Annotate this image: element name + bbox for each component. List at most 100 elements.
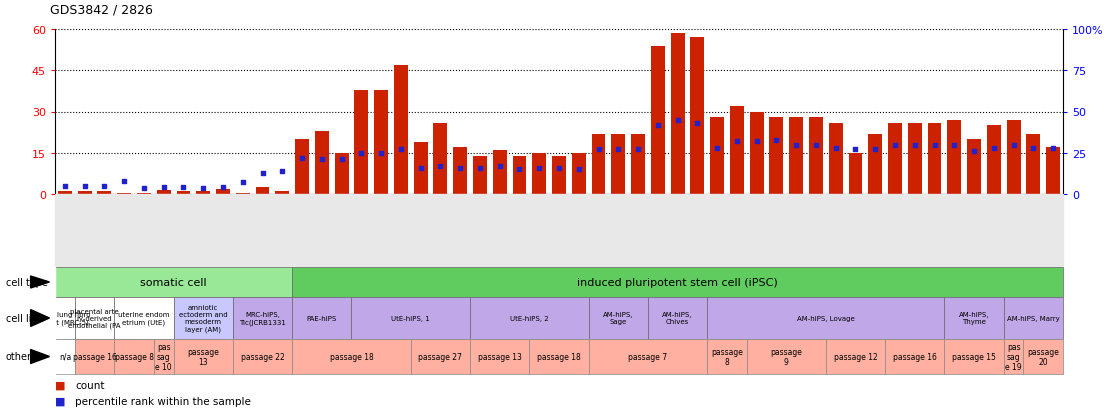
Text: cell type: cell type	[6, 277, 48, 287]
Text: pas
sag
e 19: pas sag e 19	[1005, 342, 1022, 372]
Text: percentile rank within the sample: percentile rank within the sample	[75, 396, 250, 406]
Bar	[1026, 134, 1040, 195]
Text: passage 27: passage 27	[419, 352, 462, 361]
Point	[985, 145, 1003, 152]
Point	[728, 138, 746, 145]
Point	[669, 117, 687, 124]
Bar	[612, 134, 625, 195]
Point	[471, 165, 489, 171]
Point	[847, 147, 864, 153]
Bar	[453, 148, 468, 195]
Point	[551, 165, 568, 171]
Point	[294, 155, 311, 161]
Bar	[196, 191, 211, 195]
Bar	[947, 121, 962, 195]
Text: induced pluripotent stem cell (iPSC): induced pluripotent stem cell (iPSC)	[577, 277, 778, 287]
Point	[274, 168, 291, 175]
Text: passage 18: passage 18	[537, 352, 581, 361]
Bar	[532, 153, 546, 195]
Point	[589, 147, 607, 153]
Point	[332, 157, 350, 163]
Point	[412, 165, 430, 171]
Bar	[276, 192, 289, 195]
Text: passage 22: passage 22	[240, 352, 285, 361]
Point	[748, 138, 766, 145]
Text: n/a: n/a	[59, 352, 71, 361]
Bar	[355, 90, 368, 195]
Point	[194, 185, 212, 192]
Bar	[58, 192, 72, 195]
Point	[708, 145, 726, 152]
Bar	[1007, 121, 1020, 195]
Text: AM-hiPS, Lovage: AM-hiPS, Lovage	[797, 315, 854, 321]
Text: amniotic
ectoderm and
mesoderm
layer (AM): amniotic ectoderm and mesoderm layer (AM…	[178, 304, 227, 332]
Point	[431, 163, 449, 170]
Point	[312, 157, 330, 163]
Text: passage 18: passage 18	[329, 352, 373, 361]
Point	[866, 147, 884, 153]
Bar	[907, 123, 922, 195]
Point	[234, 179, 252, 185]
Text: AM-hiPS,
Chives: AM-hiPS, Chives	[663, 312, 692, 325]
Point	[1025, 145, 1043, 152]
Text: UtE-hiPS, 2: UtE-hiPS, 2	[510, 315, 548, 321]
Text: MRC-hiPS,
Tic(JCRB1331: MRC-hiPS, Tic(JCRB1331	[239, 311, 286, 325]
Bar	[670, 34, 685, 195]
Bar	[690, 38, 705, 195]
Bar	[295, 140, 309, 195]
Bar	[889, 123, 902, 195]
Text: passage 16: passage 16	[893, 352, 936, 361]
Text: UtE-hiPS, 1: UtE-hiPS, 1	[391, 315, 430, 321]
Bar	[572, 153, 586, 195]
Bar	[375, 90, 388, 195]
Bar	[552, 156, 566, 195]
Point	[214, 184, 232, 190]
Point	[609, 147, 627, 153]
Bar	[632, 134, 645, 195]
Text: ■: ■	[55, 380, 65, 390]
Text: placental arte
ry-derived
endothelial (PA: placental arte ry-derived endothelial (P…	[69, 308, 121, 328]
Bar	[216, 189, 230, 195]
Bar	[137, 193, 151, 195]
Text: passage 7: passage 7	[628, 352, 667, 361]
Point	[135, 185, 153, 192]
Point	[451, 165, 469, 171]
Bar	[315, 131, 329, 195]
Point	[392, 147, 410, 153]
Bar	[493, 151, 506, 195]
Bar	[829, 123, 842, 195]
Text: passage 15: passage 15	[952, 352, 996, 361]
Point	[629, 147, 647, 153]
Point	[570, 166, 587, 173]
Bar	[710, 118, 724, 195]
Text: AM-hiPS, Marry: AM-hiPS, Marry	[1007, 315, 1059, 321]
Point	[511, 166, 529, 173]
Text: PAE-hiPS: PAE-hiPS	[307, 315, 337, 321]
Point	[175, 184, 193, 190]
Point	[886, 142, 904, 148]
Point	[768, 137, 786, 143]
Text: somatic cell: somatic cell	[141, 277, 207, 287]
Bar	[967, 140, 981, 195]
Bar	[1046, 148, 1060, 195]
Bar	[433, 123, 448, 195]
Bar	[117, 193, 131, 195]
Bar	[730, 107, 743, 195]
Text: GDS3842 / 2826: GDS3842 / 2826	[50, 4, 153, 17]
Bar	[750, 112, 763, 195]
Point	[95, 183, 113, 190]
Text: passage
13: passage 13	[187, 347, 219, 366]
Text: count: count	[75, 380, 104, 390]
Point	[115, 178, 133, 185]
Point	[1044, 145, 1061, 152]
Bar	[513, 156, 526, 195]
Bar	[236, 193, 249, 195]
Text: ■: ■	[55, 396, 65, 406]
Text: passage
9: passage 9	[770, 347, 802, 366]
Point	[788, 142, 806, 148]
Bar	[98, 192, 111, 195]
Text: passage
20: passage 20	[1027, 347, 1059, 366]
Text: fetal lung fibro
blast (MRC-5): fetal lung fibro blast (MRC-5)	[39, 311, 91, 325]
Point	[925, 142, 943, 148]
Point	[57, 183, 74, 190]
